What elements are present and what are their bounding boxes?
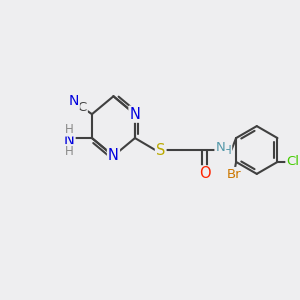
Text: H: H [64,123,73,136]
Text: Br: Br [226,168,241,181]
Text: H: H [223,143,231,157]
Text: O: O [199,167,210,182]
Text: N: N [64,133,74,148]
Text: S: S [156,142,165,158]
Text: Cl: Cl [286,155,299,168]
Text: H: H [64,145,73,158]
Text: N: N [108,148,119,164]
Text: N: N [215,141,225,154]
Text: C: C [78,101,87,114]
Text: N: N [68,94,79,108]
Text: N: N [130,107,140,122]
